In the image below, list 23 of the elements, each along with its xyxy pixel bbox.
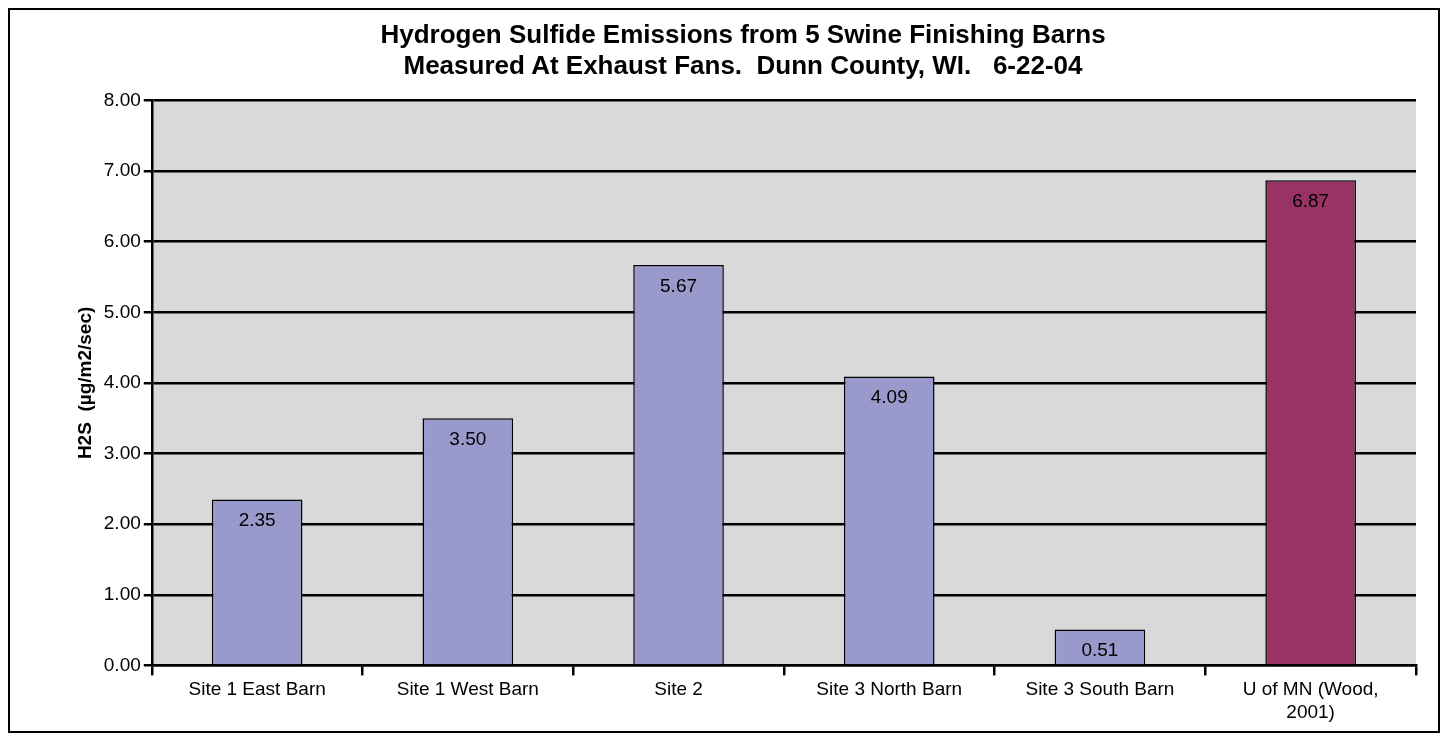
x-tick-label: U of MN (Wood, 2001) bbox=[1242, 678, 1379, 722]
data-label: 3.50 bbox=[449, 427, 487, 449]
data-label: 5.67 bbox=[660, 274, 698, 296]
y-tick-label: 8.00 bbox=[103, 88, 141, 110]
x-tick-label: Site 3 South Barn bbox=[1025, 678, 1175, 700]
data-label: 6.87 bbox=[1292, 189, 1330, 211]
y-tick-label: 7.00 bbox=[103, 159, 141, 181]
y-tick-label: 4.00 bbox=[103, 371, 141, 393]
y-tick-label: 0.00 bbox=[103, 653, 141, 675]
y-tick-label: 5.00 bbox=[103, 300, 141, 322]
x-tick-label: Site 3 North Barn bbox=[816, 678, 963, 700]
data-label: 2.35 bbox=[238, 509, 276, 531]
y-tick-label: 1.00 bbox=[103, 583, 141, 605]
data-label: 4.09 bbox=[870, 386, 908, 408]
y-tick-label: 6.00 bbox=[103, 229, 141, 251]
x-tick-label: Site 1 East Barn bbox=[188, 678, 326, 700]
x-tick-label: Site 2 bbox=[654, 678, 703, 700]
chart-title: Hydrogen Sulfide Emissions from 5 Swine Finishing Barns Measured At Exhaust Fans. Dunn County, WI. 6-22-04 bbox=[380, 18, 1106, 80]
y-tick-label: 3.00 bbox=[103, 441, 141, 463]
data-label: 0.51 bbox=[1081, 639, 1119, 661]
x-tick-label: Site 1 West Barn bbox=[396, 678, 539, 700]
y-tick-label: 2.00 bbox=[103, 512, 141, 534]
y-axis-title: H2S (µg/m2/sec) bbox=[73, 306, 95, 460]
